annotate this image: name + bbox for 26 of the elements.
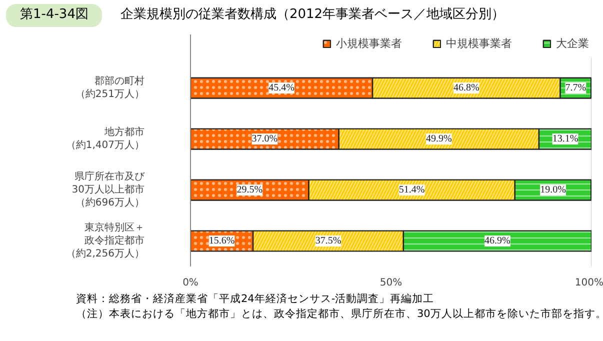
text: 46.9% <box>484 236 510 247</box>
text: 49.9% <box>426 134 452 145</box>
text: 37.5% <box>315 236 342 247</box>
chart-title: 企業規模別の従業者数構成（2012年事業者ベース／地域区分別） <box>120 6 505 24</box>
y-tick-label: 東京特別区＋政令指定都市（約2,256万人） <box>66 221 145 260</box>
x-tick-label: 100% <box>574 278 603 288</box>
text: 46.8% <box>453 82 480 94</box>
text: 37.0% <box>252 134 278 145</box>
text: 15.6% <box>208 236 235 247</box>
y-tick-label: 県庁所在市及び30万人以上都市（約696万人） <box>72 170 146 209</box>
x-tick-label: 0% <box>182 278 198 288</box>
text: 45.4% <box>268 82 294 94</box>
text: 7.7% <box>565 82 586 94</box>
x-tick-label: 50% <box>380 278 402 288</box>
text: 13.1% <box>552 134 578 145</box>
text: 資料：総務省・経済産業省「平成24年経済センサス‐活動調査」再編加工 <box>76 293 434 305</box>
y-tick-label: 郡部の町村（約251万人） <box>75 74 145 100</box>
text: 29.5% <box>236 184 263 196</box>
text: 51.4% <box>398 184 425 196</box>
text: 19.0% <box>540 184 566 196</box>
legend-label: 小規模事業者 <box>336 36 402 51</box>
text: 第1-4-34図 <box>6 4 102 27</box>
legend-label: 中規模事業者 <box>446 36 512 51</box>
legend-label: 大企業 <box>556 36 589 51</box>
text: （注）本表における「地方都市」とは、政令指定都市、県庁所在市、30万人以上都市を除いた市部を指す。 <box>76 308 603 320</box>
y-tick-label: 地方都市（約1,407万人） <box>66 126 145 152</box>
